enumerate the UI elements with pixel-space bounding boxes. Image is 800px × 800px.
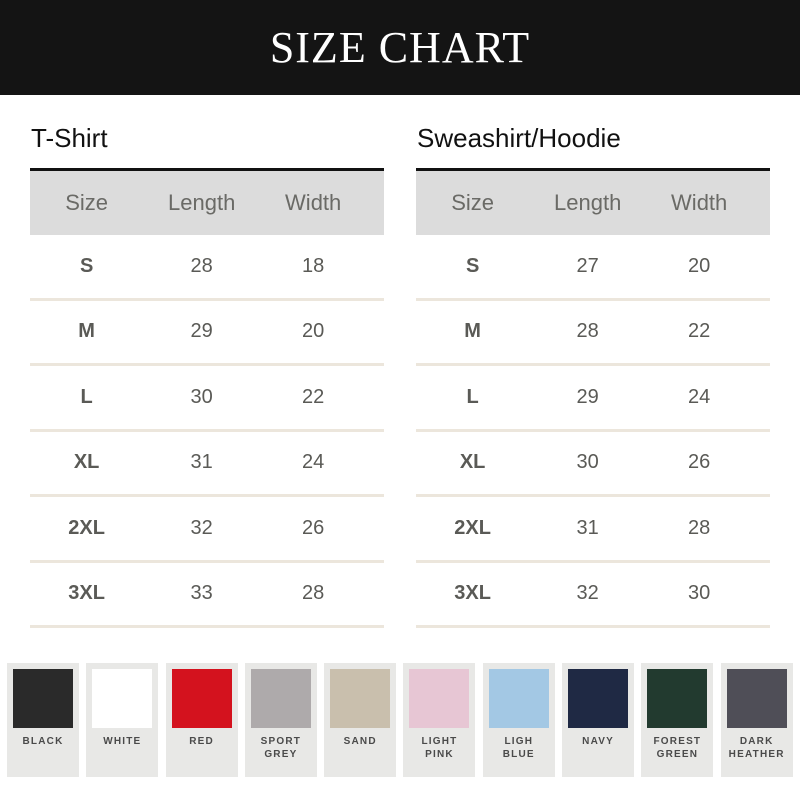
color-swatches: BLACK WHITE RED SPORT GREY SAND LIGHT PINK LIG…: [7, 663, 793, 777]
table-title: Sweashirt/Hoodie: [417, 123, 621, 153]
length-cell: 30: [576, 451, 599, 474]
color-chip: [92, 669, 153, 728]
color-label: DARK HEATHER: [728, 736, 785, 760]
color-chip: [330, 669, 391, 728]
color-chip: [488, 669, 549, 728]
length-cell: 30: [190, 385, 213, 408]
column-header: Length: [554, 190, 622, 215]
length-cell: 33: [190, 582, 213, 605]
color-label: NAVY: [582, 736, 614, 747]
table-top-rule: [30, 168, 384, 171]
width-cell: 22: [302, 385, 325, 408]
width-cell: 22: [688, 320, 711, 343]
table-title: T-Shirt: [31, 123, 108, 153]
color-swatch-card: SPORT GREY: [244, 663, 317, 777]
color-swatch-card: LIGHT PINK: [403, 663, 476, 777]
color-swatch-card: NAVY: [562, 663, 635, 777]
table-row: L 29 24: [416, 366, 770, 432]
size-cell: 3XL: [68, 582, 105, 605]
size-cell: M: [78, 320, 95, 343]
tshirt-size-table: T-Shirt Size Length Width S 28 18 M 29 20 L 30 22 XL 3…: [30, 120, 384, 628]
color-label: WHITE: [103, 736, 142, 747]
color-label: FOREST GREEN: [653, 736, 702, 760]
table-row: 3XL 32 30: [416, 563, 770, 628]
color-label: LIGHT PINK: [421, 736, 458, 760]
table-header: Size Length Width: [30, 171, 384, 235]
table-row: L 30 22: [30, 366, 384, 432]
color-swatch-card: BLACK: [7, 663, 79, 777]
color-swatch-card: LIGH BLUE: [482, 663, 555, 777]
color-chip: [568, 669, 629, 728]
length-cell: 28: [576, 320, 599, 343]
color-label: LIGH BLUE: [502, 736, 535, 760]
table-row: M 29 20: [30, 301, 384, 366]
table-row: 2XL 31 28: [416, 497, 770, 563]
color-chip: [250, 669, 311, 728]
length-cell: 29: [190, 320, 213, 343]
size-cell: 3XL: [454, 582, 491, 605]
length-cell: 27: [576, 254, 599, 277]
table-row: XL 30 26: [416, 432, 770, 497]
color-label: BLACK: [22, 736, 64, 747]
width-cell: 28: [302, 582, 325, 605]
size-cell: S: [465, 254, 480, 277]
width-cell: 24: [302, 451, 325, 474]
color-chip: [726, 669, 787, 728]
color-swatch-card: DARK HEATHER: [720, 663, 793, 777]
length-cell: 29: [576, 385, 599, 408]
table-row: 2XL 32 26: [30, 497, 384, 563]
column-header: Size: [65, 190, 109, 215]
color-chip: [647, 669, 708, 728]
color-chip: [13, 669, 73, 728]
table-row: S 27 20: [416, 235, 770, 301]
color-label: SAND: [343, 736, 377, 747]
header-banner: SIZE CHART: [0, 0, 800, 95]
table-row: 3XL 33 28: [30, 563, 384, 628]
width-cell: 18: [302, 254, 325, 277]
length-cell: 32: [576, 582, 599, 605]
length-cell: 32: [190, 516, 213, 539]
length-cell: 31: [190, 451, 213, 474]
color-label: SPORT GREY: [260, 736, 302, 760]
column-header: Width: [671, 190, 728, 215]
size-cell: XL: [459, 451, 486, 474]
table-row: XL 31 24: [30, 432, 384, 497]
color-chip: [409, 669, 470, 728]
width-cell: 24: [688, 385, 711, 408]
width-cell: 26: [688, 451, 711, 474]
color-swatch-card: SAND: [324, 663, 397, 777]
length-cell: 28: [190, 254, 213, 277]
color-swatch-card: FOREST GREEN: [641, 663, 714, 777]
color-swatch-card: RED: [165, 663, 238, 777]
table-row: M 28 22: [416, 301, 770, 366]
size-cell: L: [466, 385, 479, 408]
width-cell: 30: [688, 582, 711, 605]
width-cell: 20: [688, 254, 711, 277]
length-cell: 31: [576, 516, 599, 539]
table-top-rule: [416, 168, 770, 171]
color-chip: [171, 669, 232, 728]
column-header: Size: [451, 190, 495, 215]
column-header: Length: [168, 190, 236, 215]
size-cell: S: [79, 254, 94, 277]
size-cell: L: [80, 385, 93, 408]
width-cell: 26: [302, 516, 325, 539]
width-cell: 20: [302, 320, 325, 343]
column-header: Width: [285, 190, 342, 215]
size-cell: 2XL: [454, 516, 491, 539]
color-label: RED: [189, 736, 214, 747]
size-cell: M: [464, 320, 481, 343]
width-cell: 28: [688, 516, 711, 539]
hoodie-size-table: Sweashirt/Hoodie Size Length Width S 27 20 M 28 2…: [416, 120, 770, 628]
color-swatch-card: WHITE: [86, 663, 159, 777]
table-row: S 28 18: [30, 235, 384, 301]
size-cell: XL: [73, 451, 100, 474]
table-header: Size Length Width: [416, 171, 770, 235]
page-title: SIZE CHART: [269, 23, 531, 72]
size-cell: 2XL: [68, 516, 105, 539]
